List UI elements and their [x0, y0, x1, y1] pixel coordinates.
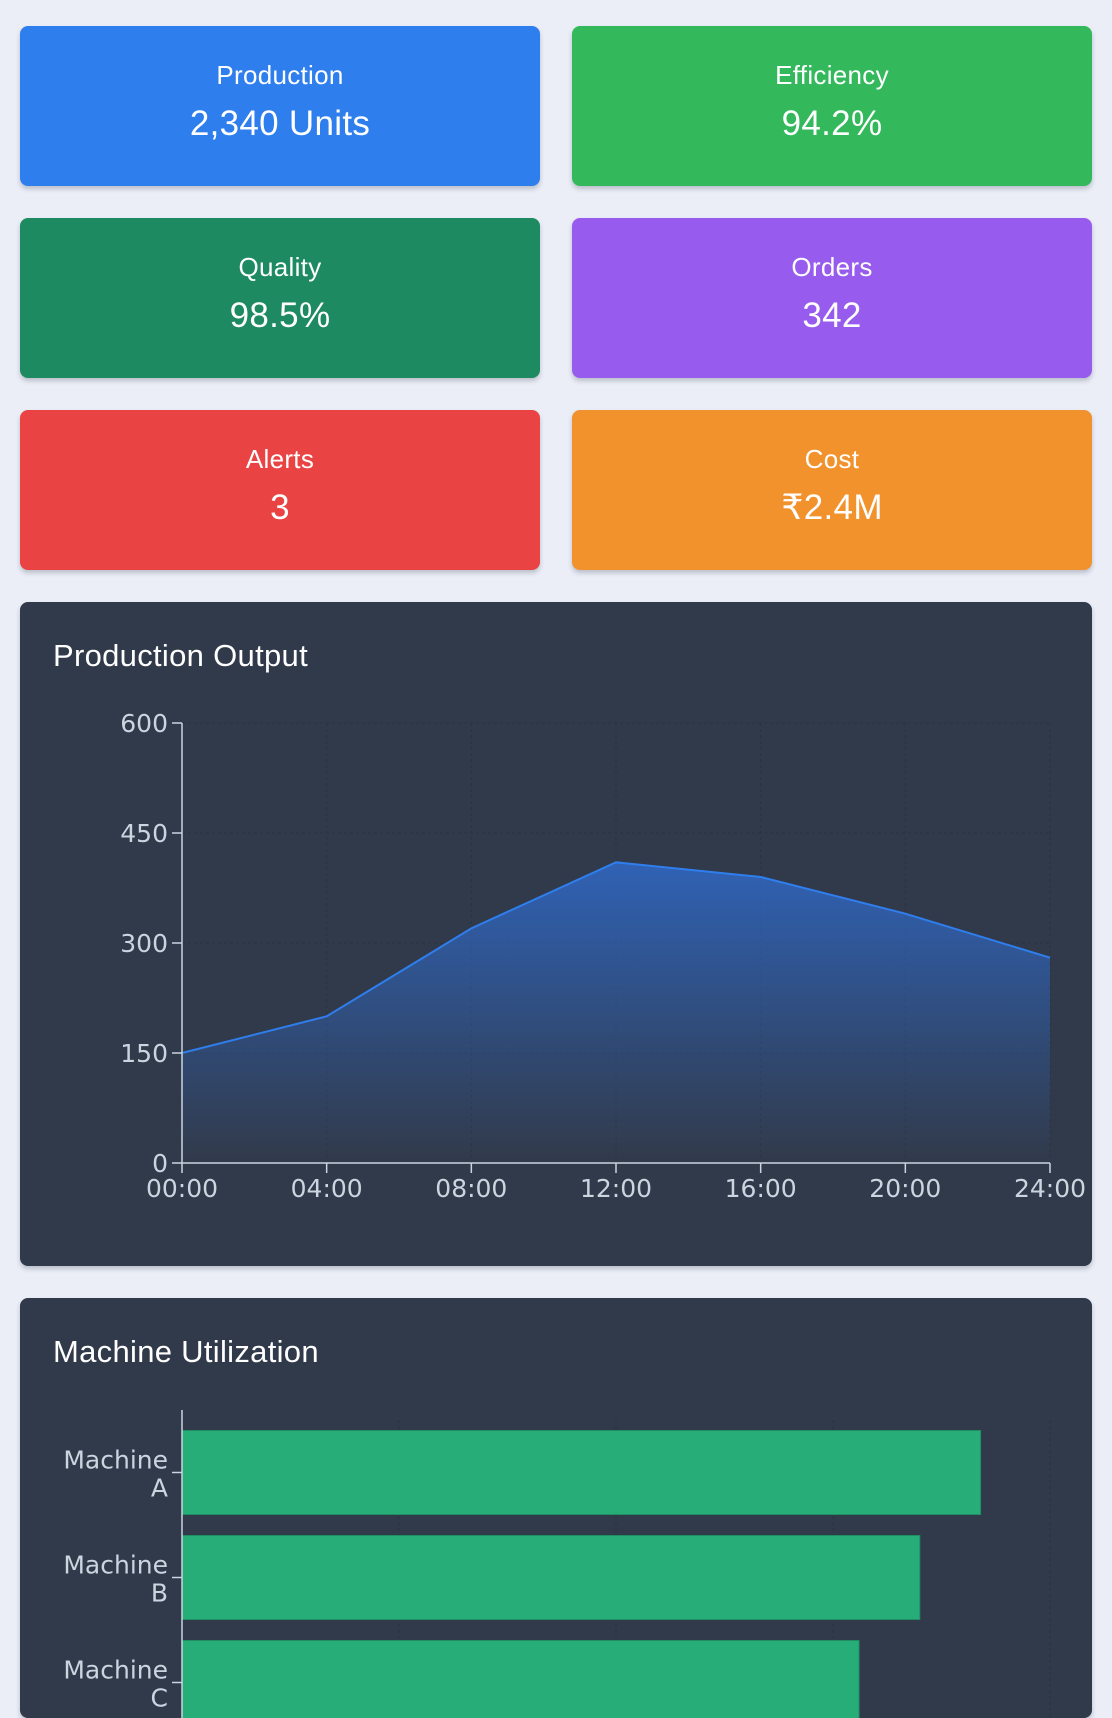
y-tick-label: 600: [120, 709, 168, 738]
kpi-label: Production: [20, 60, 540, 91]
kpi-label: Cost: [572, 444, 1092, 475]
kpi-value: 2,340 Units: [20, 104, 540, 144]
kpi-value: 98.5%: [20, 296, 540, 336]
x-tick-label: 00:00: [146, 1174, 218, 1203]
kpi-value: ₹2.4M: [572, 488, 1092, 528]
kpi-card-efficiency: Efficiency 94.2%: [572, 26, 1092, 186]
kpi-card-orders: Orders 342: [572, 218, 1092, 378]
area-fill: [182, 862, 1050, 1163]
bar: [182, 1536, 920, 1620]
kpi-card-production: Production 2,340 Units: [20, 26, 540, 186]
x-tick-label: 24:00: [1014, 1174, 1086, 1203]
kpi-label: Orders: [572, 252, 1092, 283]
y-tick-label: 150: [120, 1039, 168, 1068]
bar: [182, 1641, 859, 1718]
kpi-label: Alerts: [20, 444, 540, 475]
y-tick-label: 300: [120, 929, 168, 958]
kpi-value: 94.2%: [572, 104, 1092, 144]
kpi-label: Efficiency: [572, 60, 1092, 91]
x-tick-label: 20:00: [869, 1174, 941, 1203]
kpi-value: 342: [572, 296, 1092, 336]
x-tick-label: 16:00: [725, 1174, 797, 1203]
y-tick-label: 450: [120, 819, 168, 848]
kpi-card-quality: Quality 98.5%: [20, 218, 540, 378]
x-tick-label: 04:00: [291, 1174, 363, 1203]
bar: [182, 1431, 981, 1515]
kpi-card-alerts: Alerts 3: [20, 410, 540, 570]
kpi-value: 3: [20, 488, 540, 528]
x-tick-label: 12:00: [580, 1174, 652, 1203]
x-tick-label: 08:00: [435, 1174, 507, 1203]
kpi-card-cost: Cost ₹2.4M: [572, 410, 1092, 570]
kpi-label: Quality: [20, 252, 540, 283]
